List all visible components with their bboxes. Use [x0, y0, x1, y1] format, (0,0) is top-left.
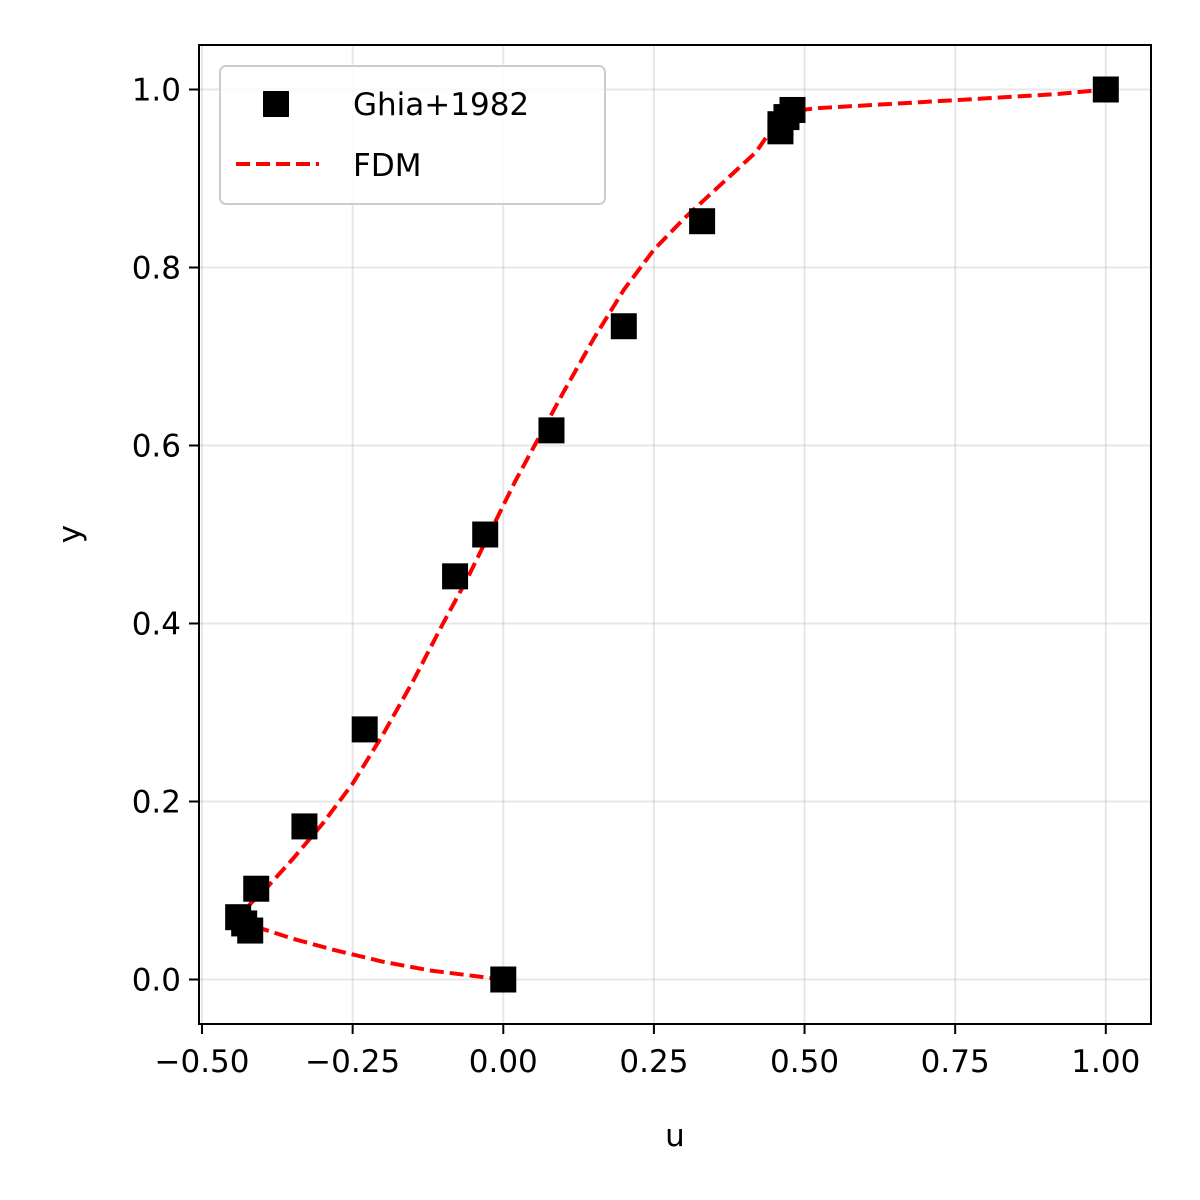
y-axis: 0.0 0.2 0.4 0.6 0.8 1.0	[132, 73, 199, 999]
x-tick-label: 0.50	[770, 1044, 839, 1080]
y-tick-label: 0.0	[132, 963, 181, 999]
x-tick-label: 0.25	[619, 1044, 688, 1080]
y-tick-label: 0.6	[132, 429, 181, 465]
x-tick-label: 1.00	[1071, 1044, 1140, 1080]
legend-label-fdm: FDM	[353, 148, 421, 184]
ghia-data-point	[610, 313, 637, 340]
ghia-data-point	[472, 521, 499, 548]
ghia-data-point	[351, 716, 378, 743]
y-axis-label: y	[52, 525, 88, 543]
ghia-data-point	[237, 917, 264, 944]
y-tick-label: 1.0	[132, 73, 181, 109]
ghia-data-point	[689, 208, 716, 235]
legend: Ghia+1982 FDM	[219, 65, 606, 205]
legend-label-ghia: Ghia+1982	[353, 87, 529, 123]
x-tick-label: −0.25	[305, 1044, 400, 1080]
legend-square-marker-icon	[263, 91, 289, 117]
x-axis: −0.50 −0.25 0.00 0.25 0.50 0.75 1.00	[155, 1024, 1140, 1080]
ghia-data-point	[291, 813, 318, 840]
x-axis-label: u	[665, 1118, 685, 1154]
ghia-data-point	[538, 417, 565, 444]
ghia-data-point	[442, 563, 469, 590]
ghia-data-point	[243, 875, 270, 902]
plot-frame	[198, 44, 1152, 1025]
y-tick-label: 0.4	[132, 607, 181, 643]
x-tick-label: 0.75	[921, 1044, 990, 1080]
ghia-series	[225, 76, 1119, 993]
ghia-data-point	[490, 966, 517, 993]
ghia-data-point	[767, 118, 794, 145]
y-tick-label: 0.2	[132, 785, 181, 821]
grid	[199, 45, 1151, 1024]
x-tick-label: 0.00	[469, 1044, 538, 1080]
ghia-data-point	[1092, 76, 1119, 103]
legend-box	[219, 65, 606, 205]
x-tick-label: −0.50	[155, 1044, 250, 1080]
y-tick-label: 0.8	[132, 251, 181, 287]
